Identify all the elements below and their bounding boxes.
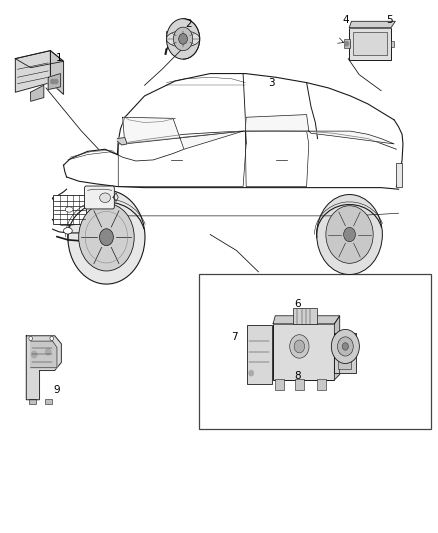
Circle shape: [68, 190, 145, 284]
Ellipse shape: [64, 228, 72, 234]
Bar: [344, 39, 350, 48]
Polygon shape: [273, 316, 340, 324]
Circle shape: [179, 34, 187, 44]
Text: 3: 3: [268, 78, 275, 87]
Bar: [396, 163, 402, 187]
Polygon shape: [245, 115, 309, 131]
Circle shape: [290, 335, 309, 358]
Text: 6: 6: [294, 299, 301, 309]
Circle shape: [249, 370, 253, 376]
FancyBboxPatch shape: [85, 186, 114, 209]
Polygon shape: [350, 21, 395, 28]
Bar: [199, 274, 431, 429]
Bar: [335, 333, 357, 373]
Polygon shape: [31, 85, 44, 101]
Polygon shape: [50, 51, 64, 94]
Text: 1: 1: [56, 53, 63, 62]
Polygon shape: [48, 74, 60, 90]
Circle shape: [343, 343, 349, 350]
Bar: [45, 399, 52, 404]
Bar: [275, 378, 284, 390]
Text: 4: 4: [343, 15, 350, 25]
Circle shape: [32, 351, 37, 358]
Polygon shape: [26, 336, 61, 400]
Bar: [347, 41, 350, 47]
Bar: [29, 399, 36, 404]
Circle shape: [79, 204, 134, 271]
Circle shape: [317, 195, 382, 274]
Bar: [273, 324, 334, 379]
Bar: [391, 41, 393, 47]
Circle shape: [50, 336, 53, 341]
Circle shape: [331, 329, 360, 364]
Polygon shape: [117, 138, 127, 145]
Bar: [53, 195, 86, 224]
Ellipse shape: [166, 31, 200, 47]
Circle shape: [338, 337, 353, 356]
Polygon shape: [309, 131, 394, 144]
Circle shape: [173, 27, 193, 51]
Circle shape: [54, 79, 58, 84]
Polygon shape: [15, 51, 50, 92]
Text: 5: 5: [386, 15, 393, 25]
Circle shape: [99, 229, 113, 246]
Circle shape: [29, 336, 32, 341]
Circle shape: [326, 206, 373, 263]
Ellipse shape: [65, 207, 73, 212]
Polygon shape: [335, 316, 340, 379]
Bar: [350, 28, 391, 60]
Circle shape: [345, 42, 348, 46]
Text: 7: 7: [231, 332, 238, 342]
Bar: [166, 31, 174, 36]
Circle shape: [46, 349, 51, 355]
Circle shape: [166, 19, 200, 59]
Bar: [247, 325, 272, 384]
Bar: [338, 340, 351, 369]
Polygon shape: [15, 51, 64, 68]
Bar: [293, 308, 317, 324]
Text: 8: 8: [294, 371, 301, 381]
Text: 2: 2: [185, 19, 192, 29]
Bar: [317, 378, 326, 390]
Bar: [353, 32, 387, 55]
Text: 9: 9: [53, 385, 60, 395]
Circle shape: [51, 79, 54, 84]
Polygon shape: [31, 341, 57, 368]
Polygon shape: [123, 117, 244, 149]
Circle shape: [294, 340, 305, 353]
Ellipse shape: [99, 193, 110, 203]
Bar: [295, 378, 304, 390]
Circle shape: [343, 227, 356, 242]
